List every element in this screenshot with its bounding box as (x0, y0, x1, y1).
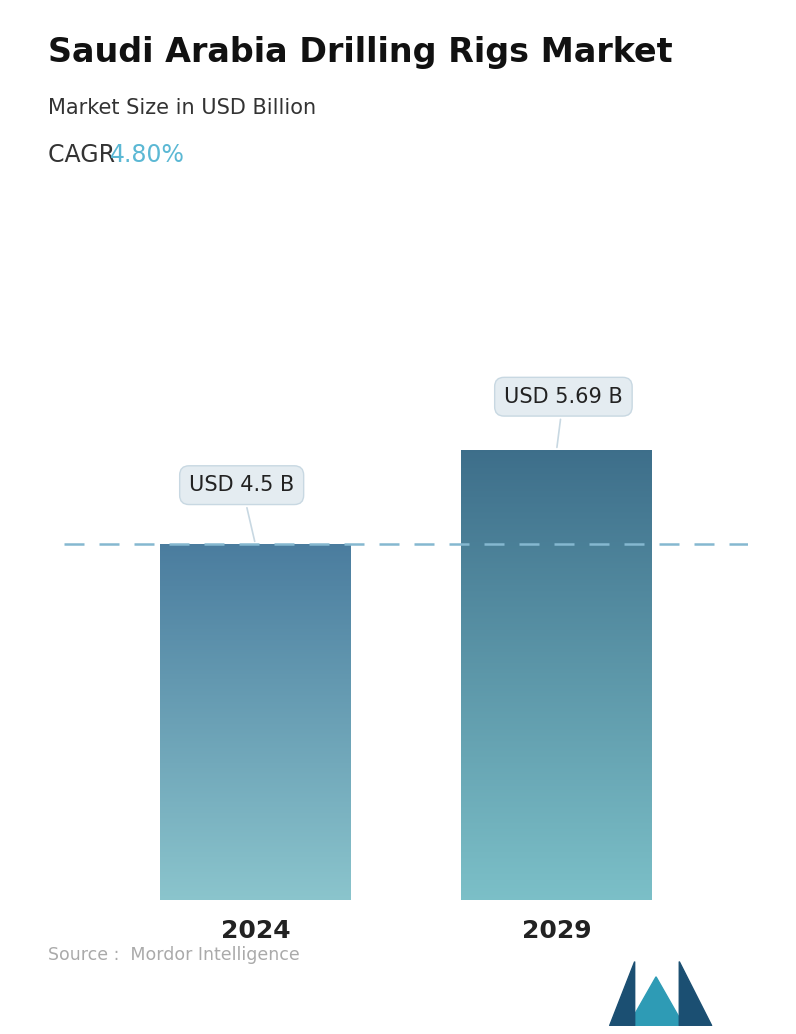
Text: CAGR: CAGR (48, 143, 123, 166)
Text: 4.80%: 4.80% (110, 143, 185, 166)
Text: USD 5.69 B: USD 5.69 B (504, 387, 622, 448)
Text: Market Size in USD Billion: Market Size in USD Billion (48, 98, 316, 118)
Text: USD 4.5 B: USD 4.5 B (189, 476, 295, 542)
Polygon shape (610, 962, 634, 1026)
Polygon shape (679, 962, 712, 1026)
Polygon shape (628, 977, 684, 1026)
Text: Saudi Arabia Drilling Rigs Market: Saudi Arabia Drilling Rigs Market (48, 36, 673, 69)
Text: Source :  Mordor Intelligence: Source : Mordor Intelligence (48, 946, 299, 964)
